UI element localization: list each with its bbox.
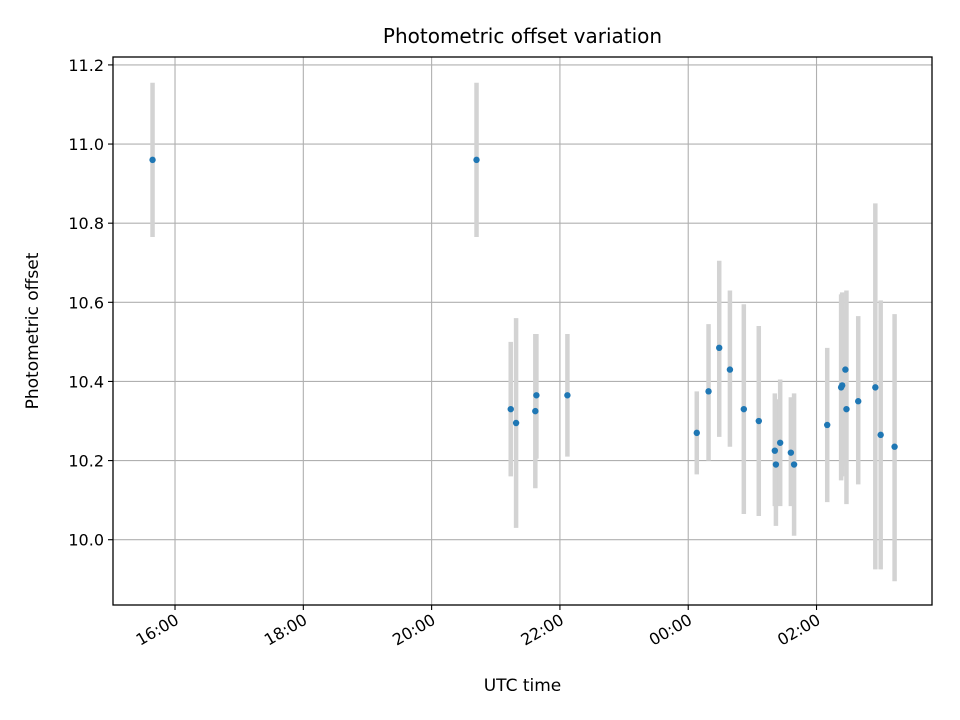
data-point — [838, 382, 846, 389]
y-tick-label: 10.2 — [68, 452, 104, 471]
x-axis-label: UTC time — [484, 676, 562, 696]
data-point — [771, 447, 779, 454]
data-point — [843, 405, 850, 413]
data-point — [473, 156, 480, 164]
data-point — [842, 366, 849, 373]
data-point — [532, 407, 539, 415]
chart-title: Photometric offset variation — [383, 24, 662, 48]
grid — [113, 57, 932, 605]
data-point — [716, 344, 723, 352]
y-tick-label: 11.0 — [68, 135, 104, 154]
data-point — [776, 439, 784, 446]
data-point — [824, 421, 831, 429]
data-point — [533, 392, 540, 399]
y-tick-label: 10.6 — [68, 293, 104, 312]
data-point — [512, 419, 520, 427]
data-point — [872, 384, 879, 391]
data-point — [772, 461, 780, 468]
y-tick-label: 11.2 — [68, 56, 104, 75]
y-axis-label: Photometric offset — [23, 252, 43, 409]
data-point — [705, 388, 712, 395]
data-point — [755, 417, 762, 425]
data-point — [740, 405, 748, 413]
y-tick-label: 10.8 — [68, 214, 104, 233]
data-point — [564, 392, 571, 399]
data-points — [149, 156, 898, 468]
data-point — [891, 443, 898, 450]
data-point — [855, 398, 862, 405]
data-point — [693, 429, 700, 437]
plot-frame — [112, 56, 933, 606]
data-point — [787, 449, 795, 456]
y-tick-label: 10.4 — [68, 372, 104, 391]
data-point — [507, 405, 514, 413]
y-tick-label: 10.0 — [68, 531, 104, 550]
data-point — [790, 461, 798, 468]
data-point — [149, 156, 156, 164]
data-point — [726, 366, 734, 373]
data-point — [877, 431, 884, 439]
